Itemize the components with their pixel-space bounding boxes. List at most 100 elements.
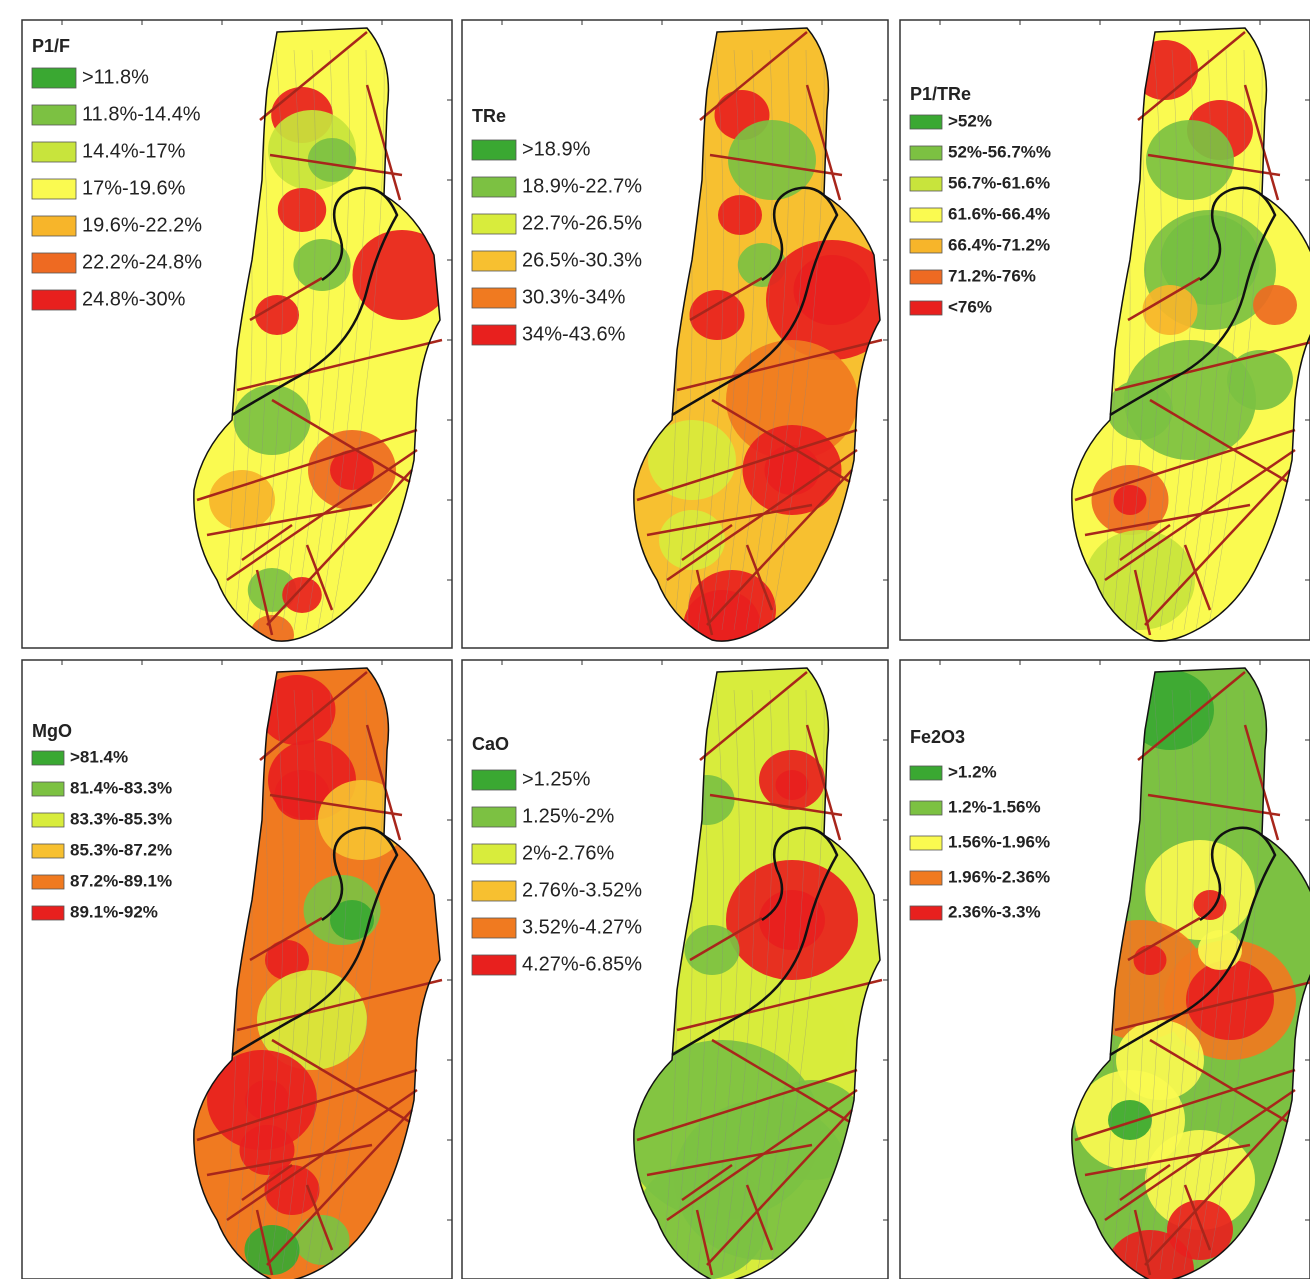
- legend-swatch: [32, 751, 64, 765]
- legend-label: 18.9%-22.7%: [522, 175, 642, 197]
- legend-label: 87.2%-89.1%: [70, 871, 172, 890]
- legend-title: TRe: [472, 106, 506, 126]
- legend-swatch: [472, 214, 516, 234]
- legend-label: 52%-56.7%%: [948, 142, 1051, 161]
- legend-label: 22.7%-26.5%: [522, 212, 642, 234]
- legend-label: 4.27%-6.85%: [522, 953, 642, 975]
- legend-swatch: [910, 239, 942, 253]
- legend-swatch: [472, 918, 516, 938]
- legend-swatch: [910, 301, 942, 315]
- map-panel: MgO >81.4% 81.4%-83.3% 83.3%-85.3% 85.3%-87.…: [22, 660, 452, 1279]
- legend-swatch: [472, 288, 516, 308]
- legend-swatch: [32, 290, 76, 310]
- value-zone: [1108, 1100, 1152, 1140]
- legend-label: 61.6%-66.4%: [948, 204, 1050, 223]
- map-panel: P1/F >11.8% 11.8%-14.4% 14.4%-17% 17%-19.6% 1…: [22, 20, 452, 655]
- legend-swatch: [472, 807, 516, 827]
- legend-swatch: [472, 177, 516, 197]
- legend-label: 89.1%-92%: [70, 902, 158, 921]
- value-zone: [1194, 890, 1227, 920]
- legend-title: P1/F: [32, 36, 70, 56]
- legend-swatch: [32, 906, 64, 920]
- value-zone: [282, 577, 322, 613]
- legend-label: 30.3%-34%: [522, 286, 626, 308]
- legend-swatch: [472, 881, 516, 901]
- map-panel: CaO >1.25% 1.25%-2% 2%-2.76% 2.76%-3.52% 3.52…: [462, 660, 888, 1279]
- legend-label: 24.8%-30%: [82, 288, 186, 310]
- legend-label: 2.76%-3.52%: [522, 879, 642, 901]
- legend-label: 19.6%-22.2%: [82, 214, 202, 236]
- legend-swatch: [910, 801, 942, 815]
- legend-label: 56.7%-61.6%: [948, 173, 1050, 192]
- legend-label: 71.2%-76%: [948, 266, 1036, 285]
- legend-label: 81.4%-83.3%: [70, 778, 172, 797]
- legend-label: 2%-2.76%: [522, 842, 614, 864]
- legend-title: MgO: [32, 721, 72, 741]
- legend-label: 1.56%-1.96%: [948, 832, 1050, 851]
- value-zone: [278, 188, 326, 232]
- legend-label: 26.5%-30.3%: [522, 249, 642, 271]
- legend-swatch: [32, 68, 76, 88]
- legend-swatch: [32, 782, 64, 796]
- legend-label: >18.9%: [522, 138, 591, 160]
- legend-label: >11.8%: [82, 66, 149, 88]
- legend-label: 1.96%-2.36%: [948, 867, 1050, 886]
- legend-swatch: [32, 875, 64, 889]
- legend-swatch: [32, 253, 76, 273]
- value-zone: [685, 925, 740, 975]
- legend-label: >52%: [948, 111, 992, 130]
- page: {"panels": [ {"title": "P1/F", "legend":…: [0, 0, 1310, 1279]
- value-zone: [659, 510, 725, 570]
- legend-label: >1.25%: [522, 768, 591, 790]
- legend-label: >1.2%: [948, 762, 997, 781]
- legend-swatch: [910, 115, 942, 129]
- legend-label: 22.2%-24.8%: [82, 251, 202, 273]
- value-zone: [255, 295, 299, 335]
- value-zone: [234, 385, 311, 455]
- legend-label: 11.8%-14.4%: [82, 103, 201, 125]
- figure: P1/F >11.8% 11.8%-14.4% 14.4%-17% 17%-19.6% 1…: [0, 0, 1310, 1279]
- legend-swatch: [910, 270, 942, 284]
- legend-label: 85.3%-87.2%: [70, 840, 172, 859]
- legend-swatch: [472, 844, 516, 864]
- legend-swatch: [472, 325, 516, 345]
- legend-swatch: [32, 844, 64, 858]
- legend-title: CaO: [472, 734, 509, 754]
- value-zone: [1134, 945, 1167, 975]
- legend-label: 1.25%-2%: [522, 805, 614, 827]
- legend-label: <76%: [948, 297, 992, 316]
- legend-label: 83.3%-85.3%: [70, 809, 172, 828]
- legend-swatch: [910, 208, 942, 222]
- legend-swatch: [910, 871, 942, 885]
- legend-swatch: [910, 146, 942, 160]
- legend-swatch: [32, 216, 76, 236]
- legend-swatch: [472, 770, 516, 790]
- legend-swatch: [32, 142, 76, 162]
- value-zone: [1143, 285, 1198, 335]
- map-panel: TRe >18.9% 18.9%-22.7% 22.7%-26.5% 26.5%-30.…: [462, 20, 898, 660]
- legend-swatch: [472, 955, 516, 975]
- legend-swatch: [910, 177, 942, 191]
- legend-label: 2.36%-3.3%: [948, 902, 1041, 921]
- legend-label: 17%-19.6%: [82, 177, 186, 199]
- legend-swatch: [910, 766, 942, 780]
- legend-title: P1/TRe: [910, 84, 971, 104]
- map-panel: Fe2O3 >1.2% 1.2%-1.56% 1.56%-1.96% 1.96%-2.3…: [900, 660, 1310, 1279]
- legend-label: 1.2%-1.56%: [948, 797, 1041, 816]
- map-panel: P1/TRe >52% 52%-56.7%% 56.7%-61.6% 61.6%-66.…: [900, 20, 1310, 641]
- legend-swatch: [32, 105, 76, 125]
- legend-label: 34%-43.6%: [522, 323, 626, 345]
- legend-label: 3.52%-4.27%: [522, 916, 642, 938]
- legend-swatch: [32, 179, 76, 199]
- legend-label: 66.4%-71.2%: [948, 235, 1050, 254]
- value-zone: [776, 770, 809, 800]
- value-zone: [1253, 285, 1297, 325]
- legend-label: >81.4%: [70, 747, 128, 766]
- value-zone: [684, 590, 761, 660]
- legend-swatch: [32, 813, 64, 827]
- value-zone: [1114, 485, 1147, 515]
- legend-label: 14.4%-17%: [82, 140, 186, 162]
- legend-swatch: [472, 251, 516, 271]
- legend-title: Fe2O3: [910, 727, 965, 747]
- value-zone: [765, 445, 820, 495]
